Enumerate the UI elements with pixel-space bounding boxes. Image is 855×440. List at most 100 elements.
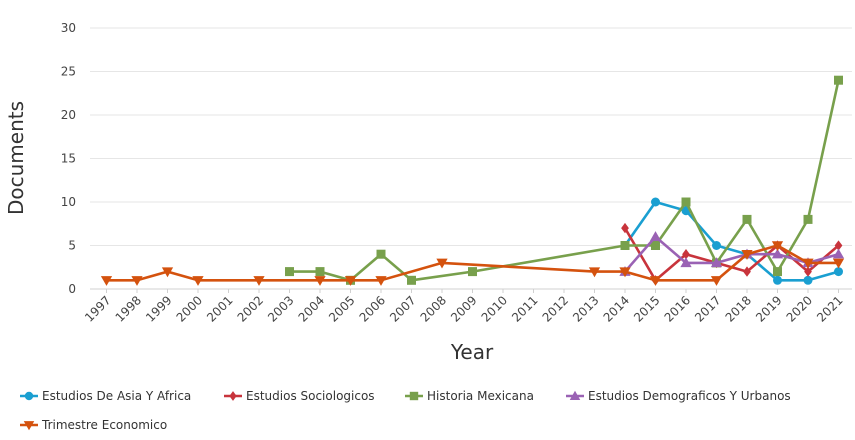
- legend-marker: [229, 391, 237, 401]
- legend-marker: [24, 391, 34, 401]
- data-point: [315, 267, 325, 277]
- series-line: [623, 200, 839, 282]
- data-point: [741, 249, 753, 260]
- y-axis-title: Documents: [4, 101, 28, 215]
- x-tick-label: 2020: [784, 293, 815, 324]
- x-axis-ticks: 1997 1998 1999 2000 2001 2002 2003 2004 2005 2006…: [82, 289, 846, 325]
- x-tick-label: 2014: [601, 293, 632, 324]
- data-point: [649, 231, 662, 242]
- data-point: [773, 267, 782, 277]
- legend-label: Historia Mexicana: [427, 389, 534, 403]
- data-point: [773, 275, 782, 285]
- data-point: [468, 267, 477, 277]
- data-point: [436, 258, 448, 269]
- x-tick-label: 2015: [631, 293, 662, 324]
- x-tick-label: 2007: [387, 293, 418, 324]
- y-tick-label: 5: [68, 239, 76, 253]
- y-tick-label: 25: [61, 65, 76, 79]
- data-point: [588, 267, 601, 278]
- y-axis-ticks: 0 5 10 15 20 25 30: [61, 21, 76, 296]
- x-tick-label: 2008: [418, 293, 449, 324]
- x-tick-label: 1998: [113, 293, 144, 324]
- legend-label: Estudios De Asia Y Africa: [42, 389, 191, 403]
- legend-item[interactable]: Estudios Demograficos Y Urbanos: [566, 389, 791, 403]
- x-tick-label: 2017: [692, 293, 723, 324]
- y-tick-label: 10: [61, 195, 76, 209]
- data-point: [802, 258, 814, 269]
- data-point: [710, 276, 723, 286]
- data-point: [619, 267, 631, 278]
- x-axis-title: Year: [450, 340, 494, 364]
- x-tick-label: 2019: [753, 293, 784, 324]
- data-point: [649, 276, 662, 286]
- x-tick-label: 2003: [265, 293, 296, 324]
- data-point: [651, 197, 660, 207]
- y-tick-label: 30: [61, 21, 76, 35]
- data-point: [771, 241, 784, 252]
- data-point: [161, 267, 174, 278]
- x-tick-label: 2018: [723, 293, 754, 324]
- data-point: [285, 267, 294, 277]
- data-point: [376, 249, 386, 259]
- y-tick-label: 0: [68, 282, 76, 296]
- legend-item[interactable]: Trimestre Economico: [20, 418, 167, 432]
- data-point: [253, 276, 265, 286]
- gridlines: [90, 27, 852, 290]
- x-tick-label: 2021: [814, 293, 845, 324]
- data-point: [832, 248, 845, 259]
- data-point: [620, 241, 630, 250]
- x-tick-label: 2010: [479, 293, 510, 324]
- legend-item[interactable]: Historia Mexicana: [405, 389, 534, 403]
- legend-label: Trimestre Economico: [41, 418, 167, 432]
- data-point: [712, 241, 721, 250]
- x-tick-label: 2004: [296, 293, 327, 324]
- y-tick-label: 20: [61, 108, 76, 122]
- legend-marker: [569, 390, 581, 400]
- x-tick-label: 2012: [540, 293, 571, 324]
- legend[interactable]: Estudios De Asia Y Africa Estudios Sociol…: [20, 389, 791, 432]
- data-point: [832, 258, 845, 269]
- x-tick-label: 1997: [82, 293, 113, 324]
- data-point: [100, 276, 113, 286]
- x-tick-label: 2006: [357, 293, 388, 324]
- data-point: [710, 257, 723, 268]
- data-point: [804, 266, 812, 277]
- series-lines: [100, 75, 845, 286]
- legend-item[interactable]: Estudios Sociologicos: [224, 389, 375, 403]
- legend-label: Estudios Sociologicos: [246, 389, 375, 403]
- data-point: [344, 276, 357, 286]
- x-tick-label: 2005: [326, 293, 357, 324]
- legend-marker: [409, 391, 419, 401]
- data-point: [803, 275, 813, 285]
- data-point: [834, 267, 843, 277]
- data-point: [375, 276, 387, 286]
- x-tick-label: 2002: [235, 293, 266, 324]
- x-tick-label: 2000: [174, 293, 205, 324]
- legend-label: Estudios Demograficos Y Urbanos: [588, 389, 791, 403]
- x-tick-label: 2016: [662, 293, 693, 324]
- x-tick-label: 2011: [509, 293, 540, 324]
- data-point: [803, 214, 813, 224]
- series-line: [289, 79, 840, 282]
- data-point: [407, 275, 416, 285]
- data-point: [682, 249, 690, 260]
- data-point: [314, 276, 326, 286]
- legend-item[interactable]: Estudios De Asia Y Africa: [20, 389, 191, 403]
- series-trimestre-economico: [100, 241, 845, 286]
- data-point: [131, 276, 143, 286]
- data-point: [680, 257, 692, 268]
- data-point: [742, 214, 752, 224]
- data-point: [681, 197, 691, 207]
- data-point: [834, 240, 843, 251]
- data-point: [651, 241, 660, 250]
- data-point: [192, 276, 204, 286]
- data-point: [771, 248, 784, 259]
- data-point: [621, 222, 629, 234]
- x-tick-label: 2001: [204, 293, 235, 324]
- x-tick-label: 1999: [143, 293, 174, 324]
- legend-marker: [23, 421, 35, 431]
- x-tick-label: 2013: [570, 293, 601, 324]
- data-point: [743, 266, 751, 277]
- y-tick-label: 15: [61, 152, 76, 166]
